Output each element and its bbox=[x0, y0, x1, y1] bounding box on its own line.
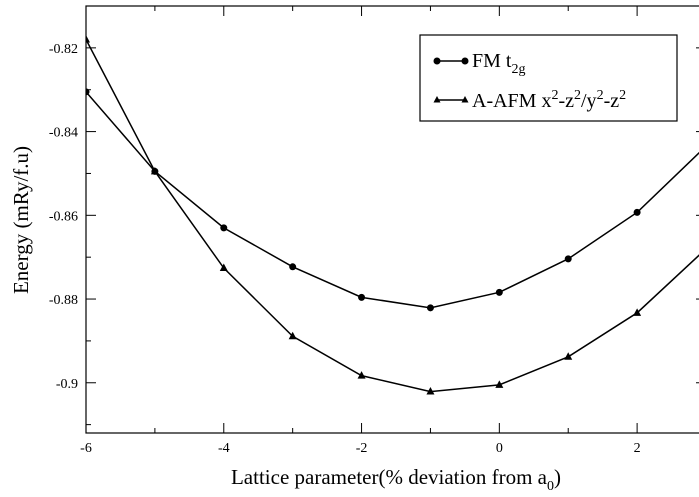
data-point bbox=[426, 304, 434, 312]
x-tick-label: -6 bbox=[80, 441, 92, 456]
y-axis-label: Energy (mRy/f.u) bbox=[9, 146, 33, 294]
y-tick-label: -0.84 bbox=[49, 126, 78, 141]
data-point bbox=[357, 371, 366, 379]
plot-frame bbox=[85, 5, 699, 434]
y-tick-label: -0.9 bbox=[56, 377, 78, 392]
data-point bbox=[289, 263, 297, 271]
x-tick-label: -2 bbox=[356, 441, 368, 456]
x-axis: -6 -4 -2 0 2 bbox=[80, 6, 641, 456]
x-tick-label: 2 bbox=[634, 441, 641, 456]
y-tick-label: -0.88 bbox=[49, 293, 78, 308]
series-line bbox=[86, 91, 699, 309]
data-point bbox=[495, 288, 503, 296]
series-layer bbox=[86, 34, 699, 395]
series-line bbox=[86, 39, 699, 393]
series-a-afm bbox=[86, 34, 699, 395]
data-point bbox=[633, 308, 642, 316]
y-tick-label: -0.86 bbox=[49, 209, 78, 224]
data-point bbox=[219, 263, 228, 272]
data-point bbox=[633, 208, 641, 216]
data-point bbox=[86, 88, 90, 96]
x-axis-label: Lattice parameter(% deviation from a0) bbox=[231, 465, 561, 494]
data-point bbox=[495, 380, 504, 388]
legend-marker-aafm-end bbox=[461, 96, 469, 103]
data-point bbox=[426, 387, 435, 395]
legend-marker-fm-end bbox=[461, 57, 469, 65]
legend: FM t2g A-AFM x2-z2/y2-z2 bbox=[419, 34, 678, 122]
legend-marker-aafm bbox=[433, 96, 441, 103]
data-point bbox=[288, 331, 297, 340]
legend-box bbox=[419, 34, 678, 122]
data-point bbox=[86, 34, 90, 43]
legend-label-fm: FM t2g bbox=[472, 50, 525, 77]
data-point bbox=[564, 352, 573, 360]
legend-label-aafm: A-AFM x2-z2/y2-z2 bbox=[472, 88, 626, 112]
data-point bbox=[358, 293, 366, 301]
legend-marker-fm bbox=[433, 57, 441, 65]
data-point bbox=[564, 255, 572, 263]
data-point bbox=[220, 224, 228, 232]
x-tick-label: 0 bbox=[496, 441, 503, 456]
x-tick-label: -4 bbox=[218, 441, 230, 456]
y-axis: -0.82 -0.84 -0.86 -0.88 -0.9 bbox=[49, 42, 699, 426]
y-tick-label: -0.82 bbox=[49, 42, 78, 57]
data-point bbox=[150, 166, 159, 175]
